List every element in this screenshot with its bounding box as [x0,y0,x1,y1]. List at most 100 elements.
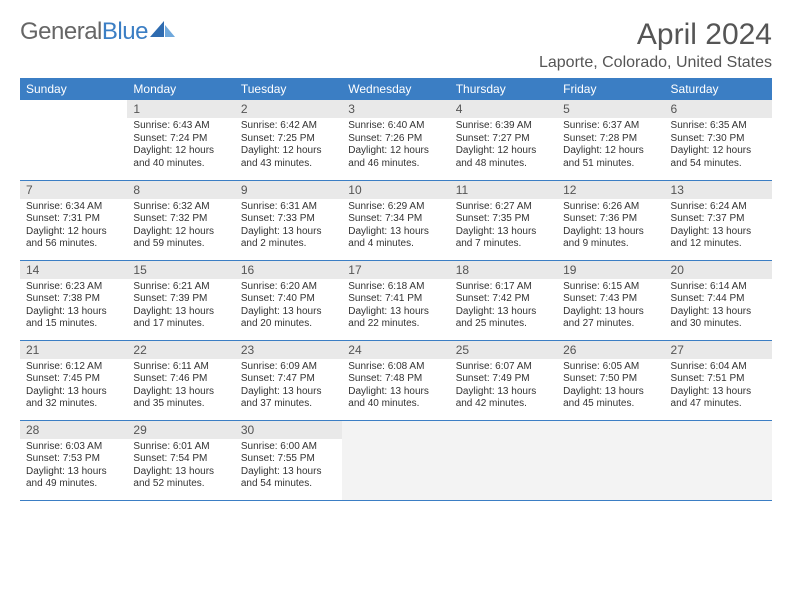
sunset-line: Sunset: 7:24 PM [133,133,228,146]
daylight-line: Daylight: 13 hours and 49 minutes. [26,466,121,491]
weekday-header: Tuesday [235,78,342,100]
day-number: 13 [665,181,772,199]
calendar-page: GeneralBlue April 2024 Laporte, Colorado… [0,0,792,511]
sunset-line: Sunset: 7:40 PM [241,293,336,306]
day-details: Sunrise: 6:34 AMSunset: 7:31 PMDaylight:… [20,199,127,255]
weekday-header-row: SundayMondayTuesdayWednesdayThursdayFrid… [20,78,772,100]
day-number: 29 [127,421,234,439]
day-details: Sunrise: 6:17 AMSunset: 7:42 PMDaylight:… [450,279,557,335]
day-details: Sunrise: 6:31 AMSunset: 7:33 PMDaylight:… [235,199,342,255]
sunrise-line: Sunrise: 6:23 AM [26,281,121,294]
day-details: Sunrise: 6:29 AMSunset: 7:34 PMDaylight:… [342,199,449,255]
sunrise-line: Sunrise: 6:27 AM [456,201,551,214]
day-cell: 20Sunrise: 6:14 AMSunset: 7:44 PMDayligh… [665,260,772,340]
day-cell: 15Sunrise: 6:21 AMSunset: 7:39 PMDayligh… [127,260,234,340]
weekday-header: Wednesday [342,78,449,100]
day-number: 22 [127,341,234,359]
day-number: 14 [20,261,127,279]
week-row: 21Sunrise: 6:12 AMSunset: 7:45 PMDayligh… [20,340,772,420]
sunset-line: Sunset: 7:49 PM [456,373,551,386]
daylight-line: Daylight: 12 hours and 54 minutes. [671,145,766,170]
day-details: Sunrise: 6:43 AMSunset: 7:24 PMDaylight:… [127,118,234,174]
sunrise-line: Sunrise: 6:26 AM [563,201,658,214]
day-details: Sunrise: 6:23 AMSunset: 7:38 PMDaylight:… [20,279,127,335]
trailing-cell [665,421,772,439]
day-number: 30 [235,421,342,439]
day-cell [342,420,449,500]
day-number: 12 [557,181,664,199]
sunrise-line: Sunrise: 6:09 AM [241,361,336,374]
sunset-line: Sunset: 7:37 PM [671,213,766,226]
trailing-cell [450,421,557,439]
day-cell: 8Sunrise: 6:32 AMSunset: 7:32 PMDaylight… [127,180,234,260]
sunrise-line: Sunrise: 6:11 AM [133,361,228,374]
sunset-line: Sunset: 7:42 PM [456,293,551,306]
sunrise-line: Sunrise: 6:31 AM [241,201,336,214]
day-number: 4 [450,100,557,118]
day-details: Sunrise: 6:37 AMSunset: 7:28 PMDaylight:… [557,118,664,174]
day-number: 19 [557,261,664,279]
day-cell [665,420,772,500]
daylight-line: Daylight: 13 hours and 32 minutes. [26,386,121,411]
daylight-line: Daylight: 13 hours and 2 minutes. [241,226,336,251]
day-number: 24 [342,341,449,359]
sunset-line: Sunset: 7:39 PM [133,293,228,306]
day-cell: 14Sunrise: 6:23 AMSunset: 7:38 PMDayligh… [20,260,127,340]
brand-part2: Blue [102,18,148,46]
sunrise-line: Sunrise: 6:35 AM [671,120,766,133]
day-details: Sunrise: 6:00 AMSunset: 7:55 PMDaylight:… [235,439,342,495]
daylight-line: Daylight: 13 hours and 9 minutes. [563,226,658,251]
page-header: GeneralBlue April 2024 Laporte, Colorado… [20,18,772,72]
day-details: Sunrise: 6:12 AMSunset: 7:45 PMDaylight:… [20,359,127,415]
sunset-line: Sunset: 7:48 PM [348,373,443,386]
day-number: 21 [20,341,127,359]
day-number: 18 [450,261,557,279]
month-title: April 2024 [539,18,772,52]
title-block: April 2024 Laporte, Colorado, United Sta… [539,18,772,72]
day-cell: 17Sunrise: 6:18 AMSunset: 7:41 PMDayligh… [342,260,449,340]
day-number: 10 [342,181,449,199]
sunrise-line: Sunrise: 6:43 AM [133,120,228,133]
daylight-line: Daylight: 12 hours and 59 minutes. [133,226,228,251]
weekday-header: Thursday [450,78,557,100]
daylight-line: Daylight: 13 hours and 15 minutes. [26,306,121,331]
day-details: Sunrise: 6:35 AMSunset: 7:30 PMDaylight:… [665,118,772,174]
daylight-line: Daylight: 13 hours and 4 minutes. [348,226,443,251]
sunset-line: Sunset: 7:47 PM [241,373,336,386]
day-number: 8 [127,181,234,199]
sunrise-line: Sunrise: 6:14 AM [671,281,766,294]
sunset-line: Sunset: 7:55 PM [241,453,336,466]
sunset-line: Sunset: 7:32 PM [133,213,228,226]
daylight-line: Daylight: 13 hours and 7 minutes. [456,226,551,251]
sunrise-line: Sunrise: 6:21 AM [133,281,228,294]
day-cell: 28Sunrise: 6:03 AMSunset: 7:53 PMDayligh… [20,420,127,500]
day-details: Sunrise: 6:32 AMSunset: 7:32 PMDaylight:… [127,199,234,255]
daylight-line: Daylight: 12 hours and 43 minutes. [241,145,336,170]
day-details: Sunrise: 6:14 AMSunset: 7:44 PMDaylight:… [665,279,772,335]
day-cell [20,100,127,180]
day-number: 9 [235,181,342,199]
sunrise-line: Sunrise: 6:00 AM [241,441,336,454]
sunrise-line: Sunrise: 6:04 AM [671,361,766,374]
day-details: Sunrise: 6:04 AMSunset: 7:51 PMDaylight:… [665,359,772,415]
day-cell: 6Sunrise: 6:35 AMSunset: 7:30 PMDaylight… [665,100,772,180]
day-cell: 23Sunrise: 6:09 AMSunset: 7:47 PMDayligh… [235,340,342,420]
day-number: 27 [665,341,772,359]
week-row: 14Sunrise: 6:23 AMSunset: 7:38 PMDayligh… [20,260,772,340]
day-details: Sunrise: 6:42 AMSunset: 7:25 PMDaylight:… [235,118,342,174]
day-details: Sunrise: 6:21 AMSunset: 7:39 PMDaylight:… [127,279,234,335]
day-cell: 18Sunrise: 6:17 AMSunset: 7:42 PMDayligh… [450,260,557,340]
day-number: 20 [665,261,772,279]
day-cell: 25Sunrise: 6:07 AMSunset: 7:49 PMDayligh… [450,340,557,420]
day-cell: 11Sunrise: 6:27 AMSunset: 7:35 PMDayligh… [450,180,557,260]
weekday-header: Monday [127,78,234,100]
daylight-line: Daylight: 12 hours and 48 minutes. [456,145,551,170]
sunset-line: Sunset: 7:50 PM [563,373,658,386]
sunset-line: Sunset: 7:46 PM [133,373,228,386]
sunrise-line: Sunrise: 6:15 AM [563,281,658,294]
day-cell: 21Sunrise: 6:12 AMSunset: 7:45 PMDayligh… [20,340,127,420]
sunset-line: Sunset: 7:38 PM [26,293,121,306]
sunset-line: Sunset: 7:34 PM [348,213,443,226]
calendar-table: SundayMondayTuesdayWednesdayThursdayFrid… [20,78,772,501]
daylight-line: Daylight: 13 hours and 52 minutes. [133,466,228,491]
